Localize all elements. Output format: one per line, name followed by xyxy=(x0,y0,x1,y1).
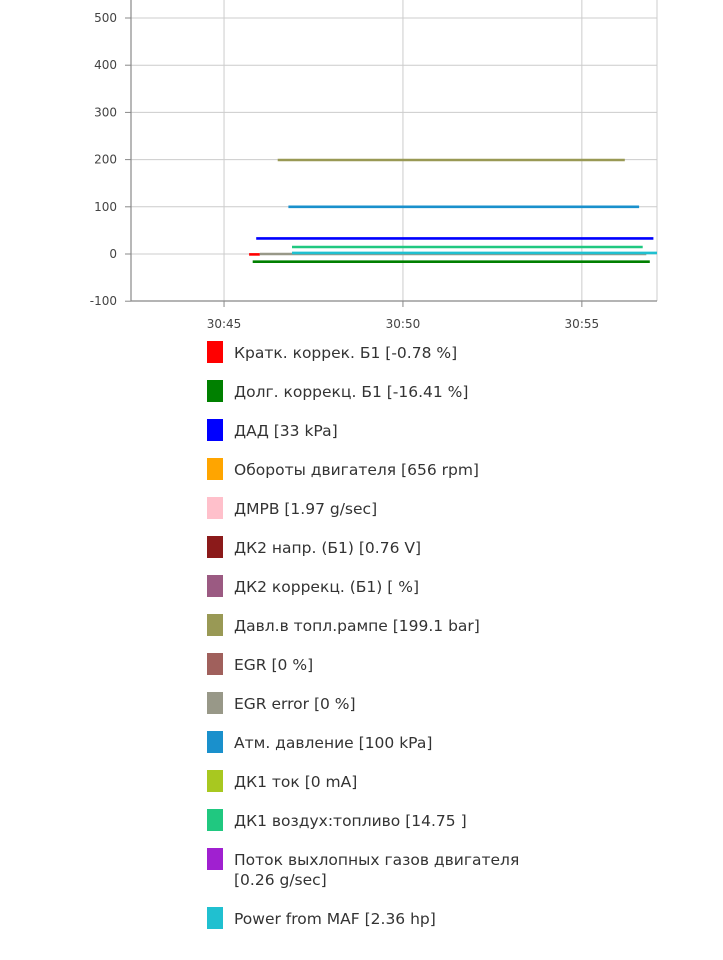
y-tick-label: 300 xyxy=(94,105,117,119)
y-tick-label: 100 xyxy=(94,200,117,214)
legend-item: EGR [0 %] xyxy=(207,653,707,675)
legend-label: ДК1 воздух:топливо [14.75 ] xyxy=(234,812,467,830)
legend-swatch xyxy=(207,653,223,675)
legend-label: Кратк. коррек. Б1 [-0.78 %] xyxy=(234,344,458,362)
legend-swatch xyxy=(207,458,223,480)
legend-item: Обороты двигателя [656 rpm] xyxy=(207,458,707,480)
legend-swatch xyxy=(207,419,223,441)
legend-item: EGR error [0 %] xyxy=(207,692,707,714)
legend-swatch xyxy=(207,731,223,753)
legend-item: ДМРВ [1.97 g/sec] xyxy=(207,497,707,519)
legend-item: ДК2 коррекц. (Б1) [ %] xyxy=(207,575,707,597)
y-tick-label: -100 xyxy=(90,294,117,308)
legend-item: ДАД [33 kPa] xyxy=(207,419,707,441)
legend-swatch xyxy=(207,848,223,870)
legend-label: Давл.в топл.рампе [199.1 bar] xyxy=(234,617,480,635)
legend-swatch xyxy=(207,809,223,831)
legend-label: EGR error [0 %] xyxy=(234,695,356,713)
legend-item: Долг. коррекц. Б1 [-16.41 %] xyxy=(207,380,707,402)
legend-item: Кратк. коррек. Б1 [-0.78 %] xyxy=(207,341,707,363)
legend-item: Атм. давление [100 kPa] xyxy=(207,731,707,753)
legend-item: ДК1 воздух:топливо [14.75 ] xyxy=(207,809,707,831)
legend-label: ДК2 коррекц. (Б1) [ %] xyxy=(234,578,419,596)
legend-swatch xyxy=(207,536,223,558)
legend-label: ДАД [33 kPa] xyxy=(234,422,338,440)
y-tick-label: 200 xyxy=(94,153,117,167)
legend-item: ДК2 напр. (Б1) [0.76 V] xyxy=(207,536,707,558)
x-tick-label: 30:45 xyxy=(207,317,242,331)
legend-label: Атм. давление [100 kPa] xyxy=(234,734,433,752)
legend-swatch xyxy=(207,380,223,402)
y-tick-label: 0 xyxy=(109,247,117,261)
legend-swatch xyxy=(207,770,223,792)
line-chart: 500 400 300 200 100 0 -100 30:45 30:50 30:55 xyxy=(90,0,658,331)
x-tick-label: 30:55 xyxy=(565,317,600,331)
legend-item: Давл.в топл.рампе [199.1 bar] xyxy=(207,614,707,636)
legend-swatch xyxy=(207,907,223,929)
legend-item: ДК1 ток [0 mA] xyxy=(207,770,707,792)
legend-label: Обороты двигателя [656 rpm] xyxy=(234,461,479,479)
legend-label: Поток выхлопных газов двигателя [0.26 g/… xyxy=(234,851,520,889)
legend-label: ДК1 ток [0 mA] xyxy=(234,773,358,791)
chart-area: 500 400 300 200 100 0 -100 30:45 30:50 30:55 xyxy=(0,0,723,340)
y-tick-label: 500 xyxy=(94,11,117,25)
legend-label: EGR [0 %] xyxy=(234,656,314,674)
legend-item: Поток выхлопных газов двигателя [0.26 g/… xyxy=(207,848,707,890)
legend-swatch xyxy=(207,614,223,636)
legend-swatch xyxy=(207,575,223,597)
legend-swatch xyxy=(207,341,223,363)
legend-label: ДМРВ [1.97 g/sec] xyxy=(234,500,378,518)
legend-label: Долг. коррекц. Б1 [-16.41 %] xyxy=(234,383,469,401)
legend-swatch xyxy=(207,692,223,714)
x-tick-label: 30:50 xyxy=(386,317,421,331)
legend-label: ДК2 напр. (Б1) [0.76 V] xyxy=(234,539,422,557)
y-tick-label: 400 xyxy=(94,58,117,72)
legend-swatch xyxy=(207,497,223,519)
legend-label: Power from MAF [2.36 hp] xyxy=(234,910,436,928)
legend-item: Power from MAF [2.36 hp] xyxy=(207,907,707,929)
chart-legend: Кратк. коррек. Б1 [-0.78 %] Долг. коррекц… xyxy=(207,341,707,946)
